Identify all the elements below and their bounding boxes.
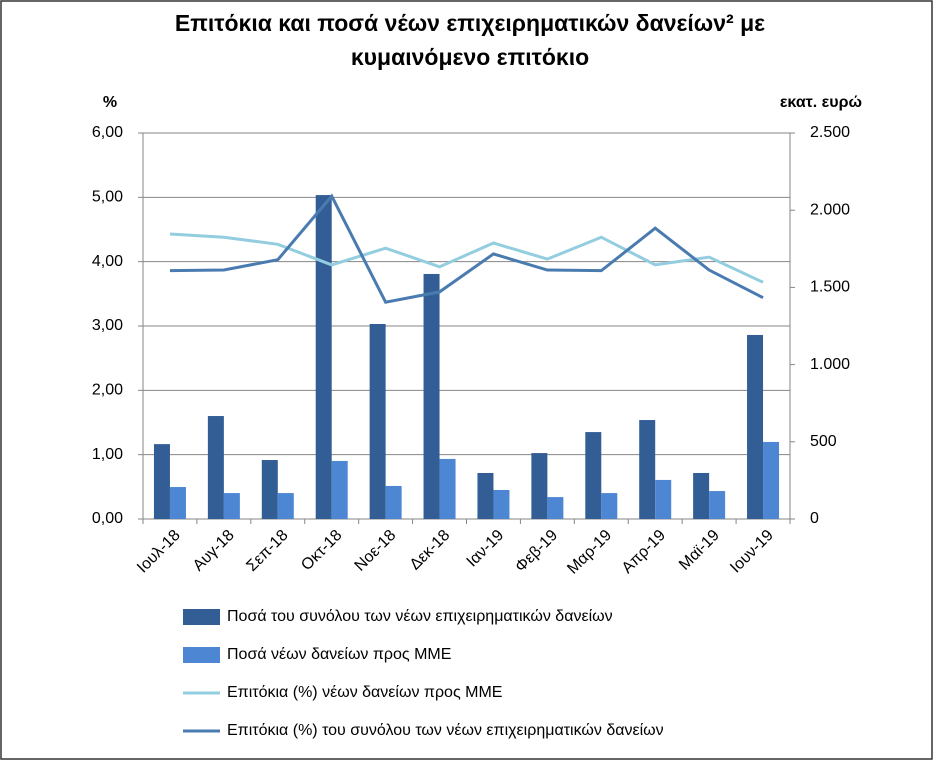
legend-swatch [183, 609, 220, 625]
chart-title: Επιτόκια και ποσά νέων επιχειρηματικών δ… [175, 10, 765, 36]
bar [223, 493, 240, 519]
bar [709, 491, 726, 519]
y2-tick-label: 500 [810, 433, 837, 450]
y-tick-label: 2,00 [92, 382, 123, 399]
bar [385, 485, 402, 519]
bar [493, 489, 510, 519]
y-axis-label: % [103, 94, 117, 111]
bar [369, 323, 386, 519]
bar [331, 460, 348, 519]
bar [655, 479, 672, 519]
bar [153, 444, 170, 519]
y-tick-label: 4,00 [92, 253, 123, 270]
y2-tick-label: 1.500 [810, 279, 850, 296]
bar [601, 493, 618, 519]
bar [261, 460, 278, 519]
y-tick-label: 0,00 [92, 510, 123, 527]
legend-label: Επιτόκια (%) του συνόλου των νέων επιχει… [227, 722, 664, 739]
bar [547, 497, 564, 519]
line [169, 193, 764, 304]
bar [585, 432, 602, 519]
legend-label: Ποσά του συνόλου των νέων επιχειρηματικώ… [227, 608, 613, 625]
y-tick-label: 1,00 [92, 446, 123, 463]
bar [277, 493, 294, 519]
y-tick-label: 5,00 [92, 189, 123, 206]
bar [763, 441, 780, 519]
bar [439, 458, 456, 519]
bar [747, 334, 764, 519]
bar [477, 472, 494, 519]
bar [207, 416, 224, 519]
legend-label: Επιτόκια (%) νέων δανείων προς ΜΜΕ [227, 684, 502, 701]
chart-title: κυμαινόμενο επιτόκιο [351, 44, 589, 70]
bar [693, 472, 710, 519]
bar [423, 273, 440, 519]
legend-swatch [183, 647, 220, 663]
bar [315, 195, 332, 520]
line [169, 232, 764, 284]
y2-tick-label: 1.000 [810, 356, 850, 373]
y-tick-label: 3,00 [92, 317, 123, 334]
bar [639, 420, 656, 519]
y2-tick-label: 0 [810, 510, 819, 527]
y2-tick-label: 2.000 [810, 201, 850, 218]
legend-label: Ποσά νέων δανείων προς ΜΜΕ [227, 646, 451, 663]
bar [169, 487, 186, 519]
bar [531, 453, 548, 519]
y2-tick-label: 2.500 [810, 124, 850, 141]
y2-axis-label: εκατ. ευρώ [780, 94, 862, 111]
y-tick-label: 6,00 [92, 124, 123, 141]
